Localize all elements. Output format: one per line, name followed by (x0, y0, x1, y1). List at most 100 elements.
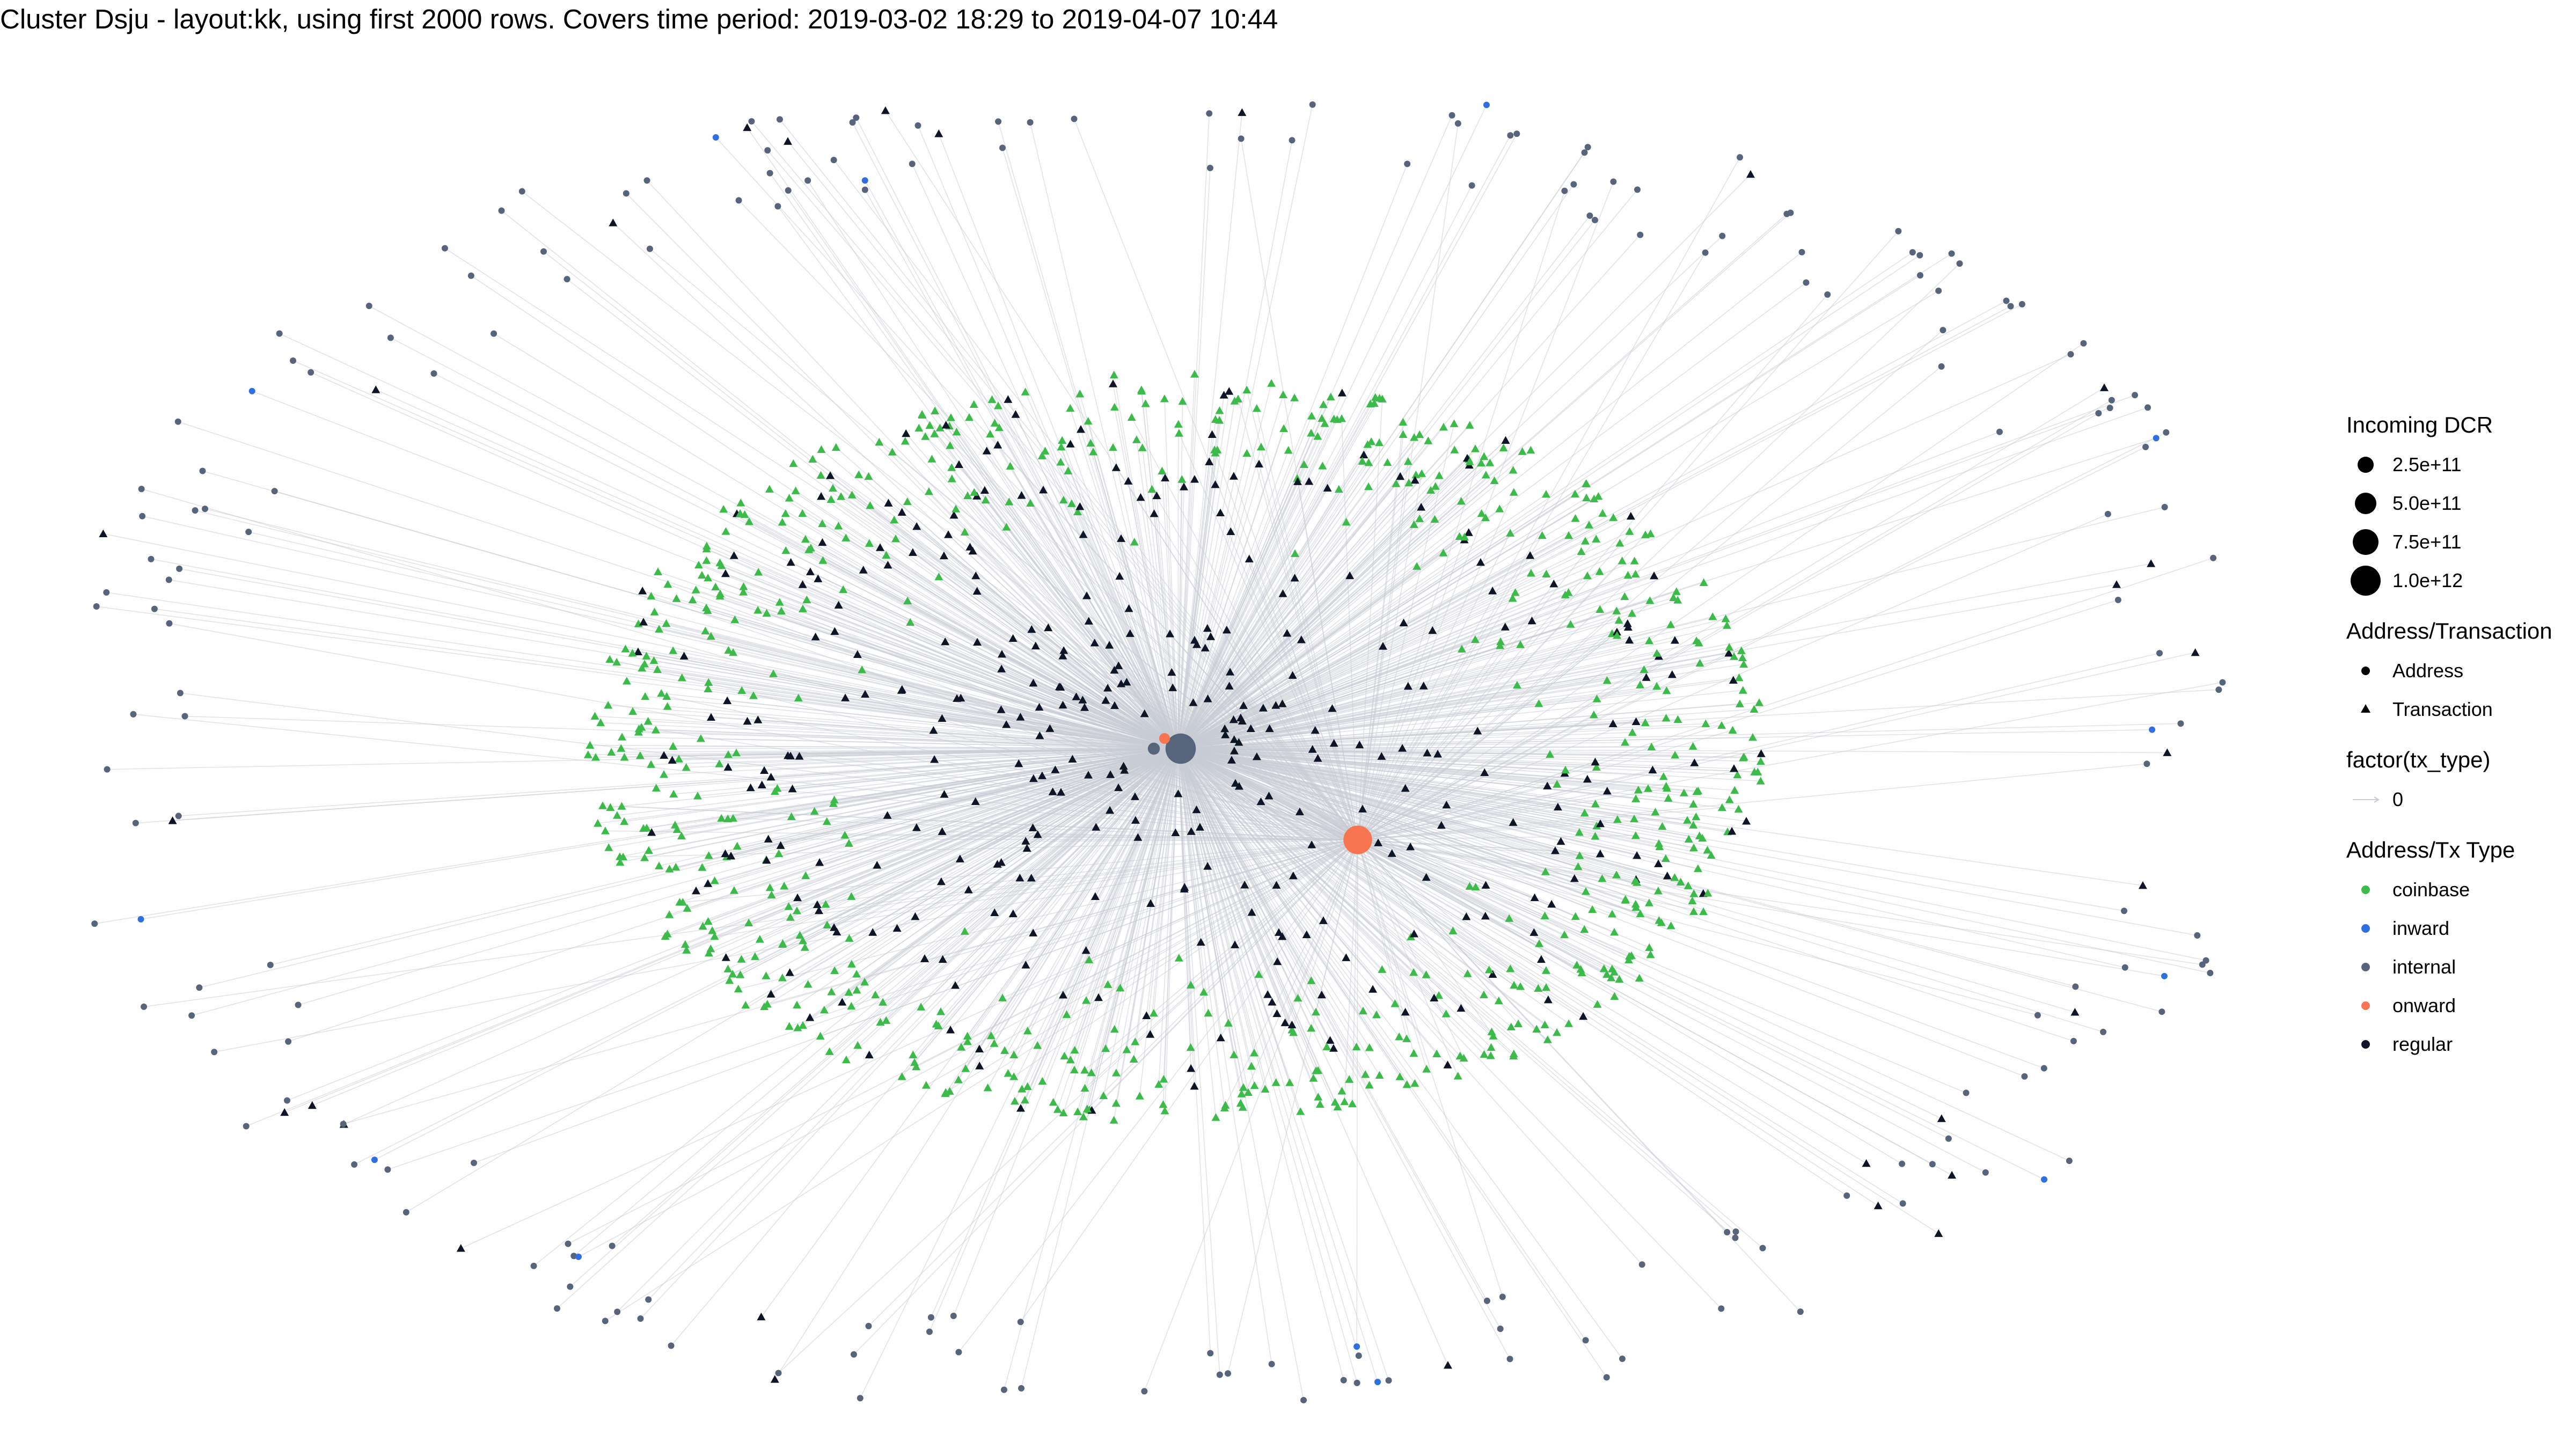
address-node (1300, 1396, 1307, 1403)
network-edge (902, 689, 1179, 749)
transaction-node (861, 690, 870, 698)
transaction-node (808, 455, 817, 463)
network-edge (651, 595, 1358, 840)
transaction-node (769, 669, 778, 677)
network-edge (1177, 748, 1202, 942)
address-node (267, 961, 274, 968)
transaction-node (609, 218, 618, 226)
transaction-node (1435, 991, 1444, 999)
network-edge (1177, 479, 1195, 749)
address-node (1843, 1192, 1850, 1199)
transaction-node (938, 714, 947, 722)
transaction-node (1358, 457, 1367, 465)
network-edge (1139, 748, 1179, 1096)
address-node (290, 357, 297, 364)
transaction-node (818, 538, 827, 546)
transaction-node (1158, 466, 1167, 474)
transaction-node (1581, 887, 1590, 895)
address-node (467, 272, 474, 279)
address-node (518, 188, 525, 195)
network-edge (1177, 748, 1316, 1071)
address-node (2095, 409, 2102, 416)
transaction-node (1317, 990, 1326, 999)
transaction-node (1439, 548, 1448, 557)
transaction-node (1319, 916, 1328, 924)
transaction-node (754, 568, 763, 576)
address-node (1899, 1160, 1906, 1167)
transaction-node (717, 561, 726, 569)
transaction-node (1610, 992, 1619, 1000)
legend-edge-group: factor(tx_type) 0 (2346, 747, 2572, 819)
transaction-node (1598, 509, 1607, 517)
address-node (402, 1209, 409, 1216)
transaction-node (1225, 387, 1234, 395)
transaction-node (736, 499, 745, 507)
address-node (340, 1121, 347, 1128)
transaction-node (871, 990, 880, 999)
network-edge (1042, 748, 1179, 1082)
transaction-node (1874, 1201, 1883, 1210)
network-edge (1177, 482, 1409, 749)
address-node (387, 334, 394, 341)
transaction-node (1196, 938, 1205, 946)
transaction-node (1582, 493, 1591, 502)
transaction-node (1577, 547, 1586, 555)
transaction-node (1293, 474, 1302, 482)
transaction-node (903, 497, 912, 506)
transaction-node (1226, 668, 1235, 676)
address-node (643, 177, 650, 184)
transaction-node (1174, 429, 1183, 437)
address-node (2153, 435, 2160, 442)
address-node (1289, 137, 1296, 144)
size-key-2 (2355, 493, 2376, 514)
transaction-node (852, 970, 861, 978)
transaction-node (1004, 1069, 1013, 1077)
transaction-node (280, 1108, 289, 1116)
transaction-node (1265, 724, 1274, 733)
network-edge (1177, 433, 1312, 749)
transaction-node (1448, 926, 1458, 934)
transaction-node (723, 814, 733, 823)
transaction-node (682, 763, 691, 771)
transaction-node (821, 900, 830, 908)
transaction-node (1290, 393, 1299, 401)
transaction-node (766, 772, 775, 781)
transaction-node (1526, 569, 1535, 577)
network-edge (1177, 748, 1438, 755)
transaction-node (1124, 604, 1133, 612)
transaction-node (1287, 1020, 1297, 1029)
transaction-node (704, 684, 713, 692)
network-edge (1341, 418, 1358, 840)
transaction-node (981, 495, 990, 504)
network-edge (1060, 447, 1179, 749)
network-edge (986, 450, 1179, 749)
network-edge (1177, 451, 1523, 749)
address-node (1561, 187, 1568, 194)
transaction-node (1631, 569, 1640, 578)
network-edge (1042, 456, 1179, 749)
transaction-node (806, 1013, 815, 1021)
transaction-node (1075, 390, 1085, 398)
transaction-node (778, 974, 787, 982)
hub-node-internal (1147, 742, 1160, 755)
transaction-node (1091, 892, 1100, 900)
transaction-node (662, 692, 671, 700)
transaction-node (1642, 673, 1651, 681)
transaction-node (1190, 475, 1199, 483)
network-edge (916, 748, 1179, 828)
transaction-node (1672, 587, 1681, 595)
network-edge (1109, 645, 1179, 749)
node-layer (91, 101, 2226, 1403)
address-node (995, 118, 1002, 125)
transaction-node (1192, 805, 1201, 814)
network-edge (1039, 707, 1179, 749)
network-edge (1177, 748, 1283, 937)
transaction-node (612, 811, 621, 819)
network-edge (820, 839, 1358, 1037)
transaction-node (1103, 684, 1113, 692)
transaction-node (1345, 1075, 1354, 1083)
network-edge (1177, 135, 1511, 749)
transaction-node (1549, 580, 1558, 588)
transaction-node (1205, 457, 1214, 465)
network-edge (1177, 748, 1408, 1085)
